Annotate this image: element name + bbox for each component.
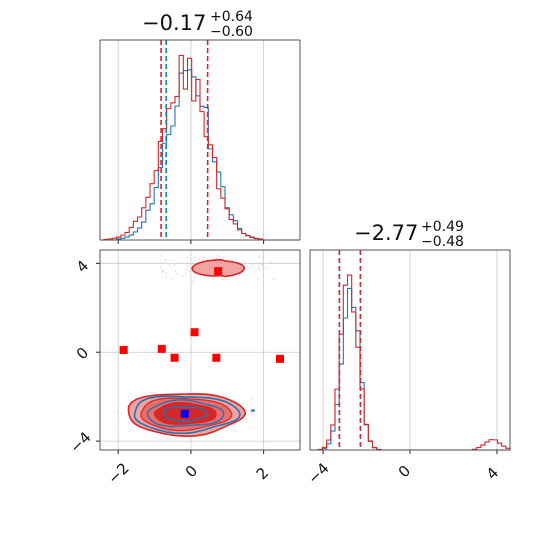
panel3-title-value: −2.77 [354,221,418,245]
joint-red-marker [212,353,221,362]
joint-contour-blue-outer [133,395,241,435]
joint-sample-point [168,264,171,267]
joint-blue-blip [250,409,255,412]
joint-sample-point [201,259,204,261]
joint-xtick-label: −2 [104,459,132,487]
joint-ytick-label: −4 [66,428,94,456]
joint-ytick-label: 0 [73,344,92,363]
joint-sample-point [249,411,252,413]
panel1-title-minus: −0.60 [210,24,253,40]
joint-sample-point [217,254,219,257]
joint-sample-point [185,269,188,271]
panel-frame-2 [99,249,301,451]
joint-sample-point [270,261,272,263]
joint-sample-point [261,263,264,266]
joint-sample-point [198,258,200,261]
joint-red-marker [214,267,223,276]
joint-sample-point [162,269,164,271]
joint-sample-point [181,275,184,277]
joint-sample-point [245,419,248,421]
joint-sample-point [160,266,162,269]
joint-sample-point [265,267,268,269]
joint-sample-point [273,278,275,280]
joint-contour-blue-mid [146,399,225,428]
joint-sample-point [256,279,259,281]
xmarg-hist-red [100,54,300,241]
joint-sample-point [165,276,167,279]
joint-sample-point [164,259,167,261]
joint-sample-point [160,255,162,257]
joint-sample-point [205,275,208,277]
joint-sample-point [195,256,197,258]
joint-sample-point [254,402,256,404]
joint-blue-marker [180,409,189,418]
joint-sample-point [135,397,137,399]
joint-contour-blue-inner [163,406,209,423]
joint-sample-point [186,256,189,259]
joint-xtick-label: 0 [182,462,201,481]
joint-sample-point [174,270,177,272]
joint-sample-point [250,398,253,400]
joint-sample-point [131,422,134,425]
joint-red-marker [157,344,166,353]
joint-sample-point [193,276,196,278]
ymarg-xtick-label: 0 [395,462,414,481]
joint-red-marker [190,328,199,337]
joint-sample-point [185,272,187,275]
joint-xtick-label: 2 [253,464,272,483]
joint-sample-point [221,278,224,281]
panel1-title-value: −0.17 [142,11,206,35]
joint-sample-point [252,427,255,429]
joint-sample-point [202,256,204,259]
joint-sample-point [230,275,232,278]
joint-sample-point [257,268,260,270]
joint-sample-point [170,279,173,281]
joint-sample-point [114,425,117,427]
ymarg-xtick-label: −4 [304,459,332,487]
joint-sample-point [191,280,194,283]
joint-sample-point [161,271,164,273]
panel1-title-plus: +0.64 [210,9,253,25]
joint-red-marker [119,346,128,354]
joint-sample-point [215,257,217,259]
panel-frame-1 [99,39,301,241]
panel3-title-minus: −0.48 [421,234,464,250]
joint-sample-point [177,273,179,275]
joint-sample-point [120,413,123,416]
panel-frame-3 [309,249,511,451]
joint-sample-point [172,259,174,261]
joint-sample-point [161,270,163,272]
joint-sample-point [262,256,264,259]
joint-red-marker [276,354,284,363]
joint-sample-point [212,277,215,280]
ymarg-xtick-label: 4 [483,464,502,483]
joint-sample-point [165,272,167,275]
joint-ytick-label: 4 [73,257,92,276]
joint-sample-point [258,256,260,258]
joint-sample-point [113,411,115,414]
joint-sample-point [257,265,260,267]
joint-sample-point [188,270,191,272]
joint-sample-point [187,264,189,267]
joint-sample-point [221,258,224,260]
joint-sample-point [173,264,176,266]
panel3-title-plus: +0.49 [421,219,464,235]
joint-red-marker [170,353,179,362]
joint-sample-point [251,265,253,268]
